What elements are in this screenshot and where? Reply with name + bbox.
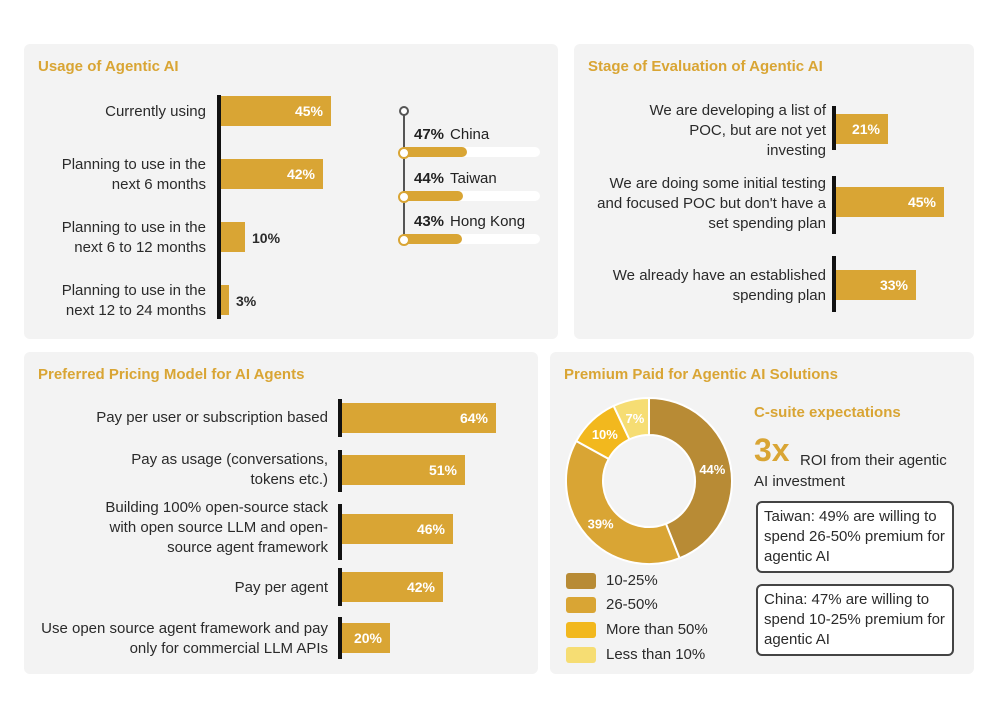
legend-label-2: 26-50% bbox=[606, 596, 658, 613]
country-bar-taiwan bbox=[404, 191, 463, 201]
pricing-value-2: 51% bbox=[428, 462, 457, 478]
country-dot-hongkong bbox=[398, 234, 410, 246]
stage-label-2: We are doing some initial testing and fo… bbox=[597, 175, 826, 232]
donut-label-2: 39% bbox=[588, 517, 614, 532]
pricing-label-2: Pay as usage (conversations, tokens etc.… bbox=[131, 451, 328, 488]
pricing-value-4: 42% bbox=[406, 579, 435, 595]
pricing-panel: Preferred Pricing Model for AI Agents Pa… bbox=[24, 352, 538, 674]
country-row-hongkong: 43% Hong Kong bbox=[414, 213, 525, 230]
usage-label-1: Currently using bbox=[105, 103, 206, 120]
pricing-label-5: Use open source agent framework and pay … bbox=[41, 620, 328, 657]
stage-bar-1: 21% bbox=[836, 114, 888, 144]
legend-label-4: Less than 10% bbox=[606, 646, 706, 663]
pricing-bar-4: 42% bbox=[342, 572, 443, 602]
pricing-axis-5 bbox=[338, 617, 342, 659]
roi-big: 3x bbox=[754, 432, 790, 468]
legend-label-1: 10-25% bbox=[606, 572, 658, 589]
usage-title: Usage of Agentic AI bbox=[38, 58, 179, 75]
country-track-china bbox=[404, 147, 540, 157]
legend-swatch-1 bbox=[566, 572, 596, 589]
pricing-label-1: Pay per user or subscription based bbox=[96, 409, 328, 426]
donut-slice-2 bbox=[565, 439, 681, 565]
usage-label-2: Planning to use in the next 6 months bbox=[61, 156, 206, 193]
csuite-title: C-suite expectations bbox=[754, 404, 901, 421]
pricing-label-4: Pay per agent bbox=[234, 579, 328, 596]
usage-label-4: Planning to use in the next 12 to 24 mon… bbox=[61, 282, 206, 319]
premium-donut: 44% 39% 10% 7% bbox=[565, 396, 733, 565]
legend-swatch-2 bbox=[566, 596, 596, 613]
country-track-hongkong bbox=[404, 234, 540, 244]
stage-axis-3 bbox=[832, 256, 836, 312]
stage-label-3: We already have an established spending … bbox=[612, 267, 826, 304]
pricing-label-3: Building 100% open-source stack with ope… bbox=[105, 499, 328, 556]
legend-swatch-4 bbox=[566, 646, 596, 663]
legend-item-2: 26-50% bbox=[566, 596, 658, 613]
usage-axis bbox=[217, 95, 221, 319]
usage-bar-2: 42% bbox=[221, 159, 323, 189]
premium-panel: Premium Paid for Agentic AI Solutions 44… bbox=[550, 352, 974, 674]
usage-bar-1: 45% bbox=[221, 96, 331, 126]
usage-value-2: 42% bbox=[286, 166, 315, 182]
china-box: China: 47% are willing to spend 10-25% p… bbox=[756, 584, 954, 656]
stage-bar-3: 33% bbox=[836, 270, 916, 300]
stage-value-3: 33% bbox=[879, 277, 908, 293]
premium-title: Premium Paid for Agentic AI Solutions bbox=[564, 366, 838, 383]
pricing-axis-3 bbox=[338, 504, 342, 560]
usage-bar-4 bbox=[221, 285, 229, 315]
pricing-value-1: 64% bbox=[459, 410, 488, 426]
usage-value-3: 10% bbox=[252, 230, 281, 246]
roi-text: ROI from their agentic AI investment bbox=[754, 452, 947, 490]
country-pct-china: 47% bbox=[414, 126, 445, 143]
usage-bar-3 bbox=[221, 222, 245, 252]
pricing-bar-2: 51% bbox=[342, 455, 465, 485]
country-row-china: 47% China bbox=[414, 126, 489, 143]
country-pct-taiwan: 44% bbox=[414, 170, 445, 187]
donut-label-3: 10% bbox=[592, 427, 618, 442]
donut-label-1: 44% bbox=[699, 462, 725, 477]
usage-panel: Usage of Agentic AI Currently using Plan… bbox=[24, 44, 558, 339]
country-track-taiwan bbox=[404, 191, 540, 201]
legend-item-3: More than 50% bbox=[566, 621, 708, 638]
legend-item-4: Less than 10% bbox=[566, 646, 705, 663]
donut-slice-1 bbox=[648, 396, 733, 560]
pricing-bar-3: 46% bbox=[342, 514, 453, 544]
taiwan-box: Taiwan: 49% are willing to spend 26-50% … bbox=[756, 501, 954, 573]
legend-swatch-3 bbox=[566, 621, 596, 638]
pricing-title: Preferred Pricing Model for AI Agents bbox=[38, 366, 305, 383]
stage-panel: Stage of Evaluation of Agentic AI We are… bbox=[574, 44, 974, 339]
country-row-taiwan: 44% Taiwan bbox=[414, 170, 497, 187]
stage-value-1: 21% bbox=[851, 121, 880, 137]
country-timeline-top-dot bbox=[399, 106, 409, 116]
stage-value-2: 45% bbox=[907, 194, 936, 210]
donut-slice-4 bbox=[612, 396, 650, 441]
legend-item-1: 10-25% bbox=[566, 572, 658, 589]
pricing-value-5: 20% bbox=[353, 630, 382, 646]
pricing-value-3: 46% bbox=[416, 521, 445, 537]
country-dot-china bbox=[398, 147, 410, 159]
pricing-axis-2 bbox=[338, 450, 342, 492]
country-name-taiwan: Taiwan bbox=[450, 170, 497, 187]
usage-value-1: 45% bbox=[294, 103, 323, 119]
usage-value-4: 3% bbox=[236, 293, 257, 309]
country-bar-china bbox=[404, 147, 467, 157]
stage-axis-2 bbox=[832, 176, 836, 234]
country-timeline-line bbox=[403, 112, 405, 240]
pricing-bar-1: 64% bbox=[342, 403, 496, 433]
country-name-china: China bbox=[450, 126, 490, 143]
stage-title: Stage of Evaluation of Agentic AI bbox=[588, 58, 823, 75]
pricing-axis-4 bbox=[338, 568, 342, 606]
country-dot-taiwan bbox=[398, 191, 410, 203]
donut-label-4: 7% bbox=[626, 411, 645, 426]
country-bar-hongkong bbox=[404, 234, 462, 244]
stage-label-1: We are developing a list of POC, but are… bbox=[649, 102, 827, 159]
country-name-hongkong: Hong Kong bbox=[450, 213, 526, 230]
stage-axis-1 bbox=[832, 106, 836, 150]
usage-label-3: Planning to use in the next 6 to 12 mont… bbox=[61, 219, 206, 256]
legend-label-3: More than 50% bbox=[606, 621, 708, 638]
stage-bar-2: 45% bbox=[836, 187, 944, 217]
pricing-axis-1 bbox=[338, 399, 342, 437]
country-pct-hongkong: 43% bbox=[414, 213, 445, 230]
pricing-bar-5: 20% bbox=[342, 623, 390, 653]
